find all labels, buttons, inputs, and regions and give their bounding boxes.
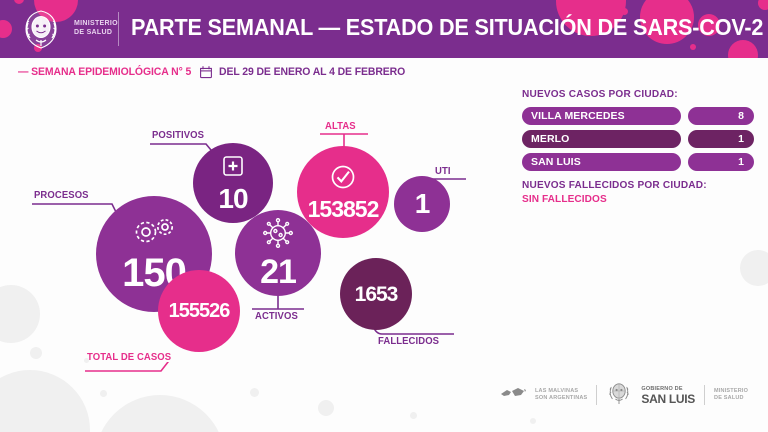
coat-of-arms-icon [18,6,64,52]
header-decor-dot [14,0,24,4]
bubble-positivos: 10 [193,143,273,223]
bubble-uti: 1 [394,176,450,232]
background-blob [84,358,89,363]
ministry-label: MINISTERIO DE SALUD [74,19,118,37]
background-blob [410,412,417,419]
footer-divider [704,385,706,405]
city-row: VILLA MERCEDES 8 [522,107,754,125]
fallecidos-label: FALLECIDOS [378,336,440,347]
header-decor-dot [621,8,628,15]
san-luis-label: GOBIERNO DE SAN LUIS [641,386,695,405]
activos-leader-line [252,294,304,310]
malvinas-islands-icon [500,386,526,405]
city-count: 1 [688,153,754,171]
fallecidos-value: 1653 [354,282,399,306]
header-decor-dot [34,44,42,52]
malvinas-label: LAS MALVINAS SON ARGENTINAS [535,388,587,402]
header-decor-dot [641,22,650,31]
new-deaths-value: SIN FALLECIDOS [522,193,607,205]
total-de-casos-leader-line [85,362,170,372]
header-decor-dot [698,14,720,36]
activos-value: 21 [260,252,297,291]
header-decor-dot [728,40,758,58]
footer-ministry-line-1: MINISTERIO [714,388,749,394]
city-name: VILLA MERCEDES [522,107,681,125]
background-blob [95,395,225,432]
footer-ministry-line-2: DE SALUD [714,395,744,401]
gobierno-line: GOBIERNO DE [641,385,683,392]
header-decor-dot [0,20,12,38]
page-header: MINISTERIO DE SALUD PARTE SEMANAL — ESTA… [0,0,768,58]
calendar-icon [199,65,213,84]
header-decor-dot [34,0,78,22]
malvinas-line-1: LAS MALVINAS [535,388,579,394]
background-blob [740,250,768,286]
epidemiological-week-label: — SEMANA EPIDEMIOLÓGICA N° 5 [18,66,192,78]
background-blob [318,400,334,416]
san-luis-crest-icon [606,379,632,412]
footer-divider [596,385,598,405]
background-blob [8,398,13,403]
new-cases-title: NUEVOS CASOS POR CIUDAD: [522,88,678,100]
uti-label: UTI [435,166,451,177]
san-luis-line: SAN LUIS [641,391,696,406]
positivos-label: POSITIVOS [152,130,205,141]
uti-value: 1 [414,188,431,219]
background-blob [530,418,536,424]
background-blob [0,285,40,343]
bubble-total-de-casos: 155526 [158,270,240,352]
background-blob [30,347,42,359]
subtitle-bar: — SEMANA EPIDEMIOLÓGICA N° 5 DEL 29 DE E… [0,58,768,88]
header-decor-dot [690,44,696,50]
bubble-fallecidos: 1653 [340,258,412,330]
header-divider [118,12,119,46]
background-blob [0,370,90,432]
header-decor-dot [640,0,694,44]
bubble-activos: 21 [235,210,321,296]
new-deaths-title: NUEVOS FALLECIDOS POR CIUDAD: [522,179,707,191]
procesos-label: PROCESOS [34,190,89,201]
city-row: SAN LUIS 1 [522,153,754,171]
ministry-line-2: DE SALUD [74,29,113,36]
medical-cross-icon [221,154,245,183]
city-row: MERLO 1 [522,130,754,148]
total-de-casos-label: TOTAL DE CASOS [87,352,172,363]
positivos-value: 10 [218,182,248,214]
cities-panel: NUEVOS CASOS POR CIUDAD: VILLA MERCEDES … [522,88,754,205]
gears-icon [126,216,182,251]
background-blob [250,388,259,397]
ministry-line-1: MINISTERIO [74,20,118,27]
city-count: 1 [688,130,754,148]
date-range-label: DEL 29 DE ENERO AL 4 DE FEBRERO [219,66,406,78]
city-name: SAN LUIS [522,153,681,171]
check-circle-icon [329,163,357,196]
city-count: 8 [688,107,754,125]
bubble-altas: 153852 [297,146,389,238]
footer-ministry-label: MINISTERIO DE SALUD [714,388,748,402]
page-title: PARTE SEMANAL — ESTADO DE SITUACIÓN DE S… [131,14,764,40]
background-blob [100,390,107,397]
activos-label: ACTIVOS [255,311,298,322]
city-name: MERLO [522,130,681,148]
virus-icon [261,217,295,253]
header-decor-dot [758,0,768,10]
altas-label: ALTAS [325,121,356,132]
procesos-leader-line [32,203,116,212]
malvinas-line-2: SON ARGENTINAS [535,395,588,401]
altas-value: 153852 [307,196,380,222]
total-de-casos-value: 155526 [168,300,231,322]
page-footer: LAS MALVINAS SON ARGENTINAS GOBI [500,378,768,412]
